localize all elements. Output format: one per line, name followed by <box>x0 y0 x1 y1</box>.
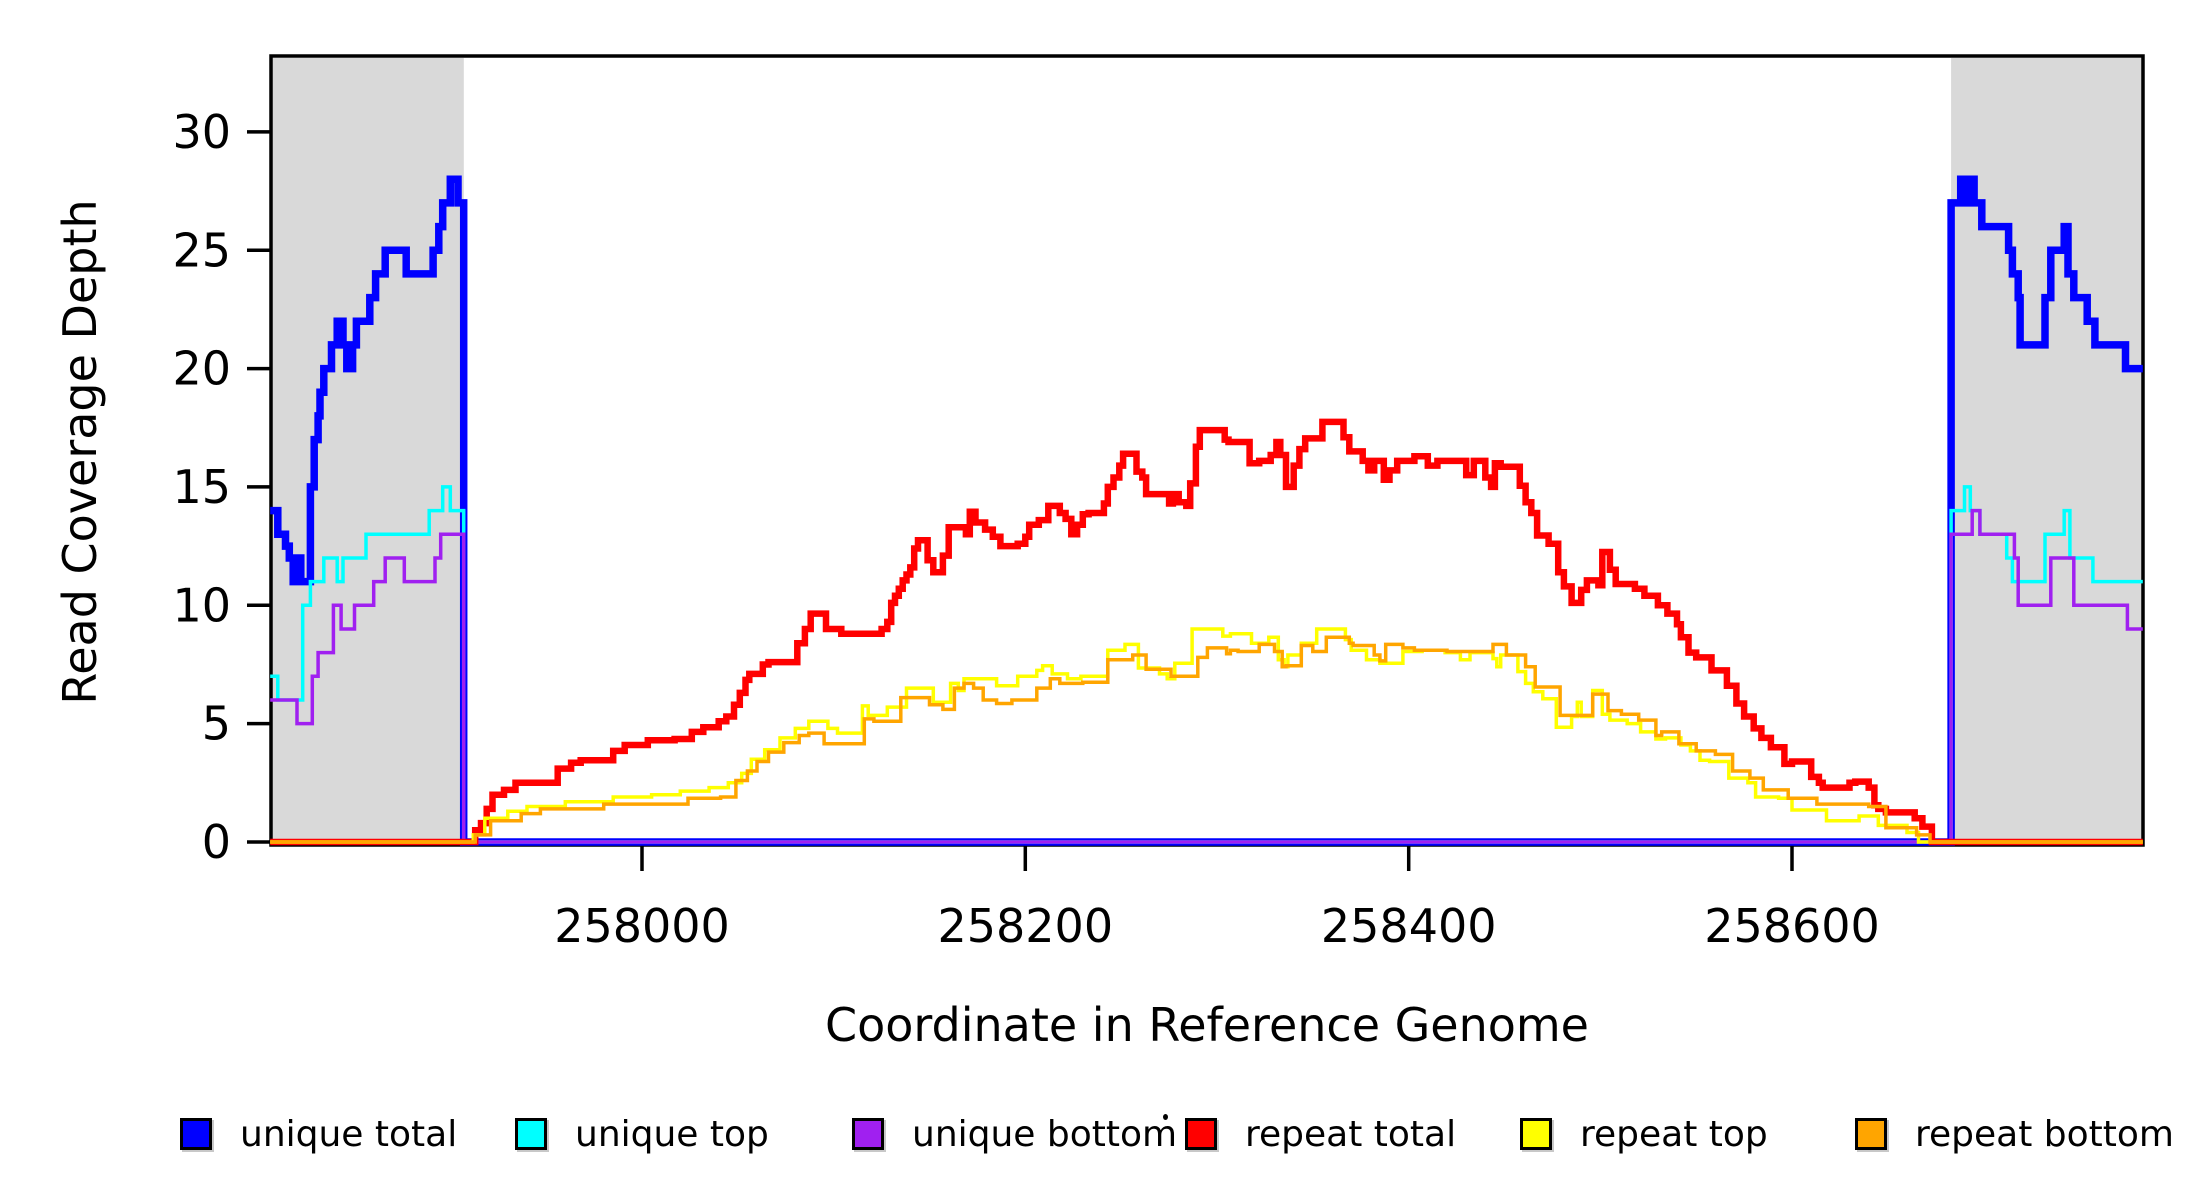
plot-box <box>269 54 2145 847</box>
legend-label: repeat total <box>1245 1113 1457 1155</box>
legend-swatch-repeat-top <box>1520 1118 1552 1150</box>
legend-item-repeat-bottom: repeat bottom <box>1855 1112 2174 1156</box>
x-tick-label: 258200 <box>937 899 1113 953</box>
legend-swatch-repeat-bottom <box>1855 1118 1887 1150</box>
legend-item-repeat-top: repeat top <box>1520 1112 1768 1156</box>
legend-label: unique total <box>240 1113 458 1155</box>
y-tick-label: 0 <box>202 815 231 869</box>
legend-item-repeat-total: repeat total <box>1185 1112 1456 1156</box>
stray-dot-artifact <box>1163 1114 1168 1120</box>
y-tick-label: 5 <box>202 697 231 751</box>
y-tick-label: 20 <box>172 342 231 396</box>
series-repeat-bottom <box>270 635 2143 844</box>
legend-swatch-unique-total <box>180 1118 212 1150</box>
series-unique-top <box>270 485 2143 844</box>
y-tick-label: 25 <box>172 223 231 277</box>
legend-swatch-unique-top <box>515 1118 547 1150</box>
legend-label: unique top <box>575 1113 769 1155</box>
legend-label: unique bottom <box>912 1113 1178 1155</box>
x-axis-title: Coordinate in Reference Genome <box>825 998 1589 1052</box>
y-tick-label: 10 <box>172 578 231 632</box>
legend-label: repeat top <box>1580 1113 1768 1155</box>
shaded-region-right-unique-flank <box>1951 58 2143 842</box>
y-axis-title: Read Coverage Depth <box>53 199 107 705</box>
legend-swatch-repeat-total <box>1185 1118 1217 1150</box>
legend-label: repeat bottom <box>1915 1113 2174 1155</box>
legend-item-unique-total: unique total <box>180 1112 457 1156</box>
x-tick-label: 258000 <box>554 899 730 953</box>
y-tick-label: 15 <box>172 460 231 514</box>
series-unique-total <box>270 175 2143 846</box>
legend-item-unique-top: unique top <box>515 1112 769 1156</box>
series-repeat-total <box>270 418 2143 846</box>
series-unique-bottom <box>270 508 2143 844</box>
x-tick-label: 258400 <box>1321 899 1497 953</box>
legend-item-unique-bottom: unique bottom <box>852 1112 1177 1156</box>
y-tick-label: 30 <box>172 105 231 159</box>
x-tick-label: 258600 <box>1704 899 1880 953</box>
shaded-region-left-unique-flank <box>270 58 464 842</box>
legend-swatch-unique-bottom <box>852 1118 884 1150</box>
